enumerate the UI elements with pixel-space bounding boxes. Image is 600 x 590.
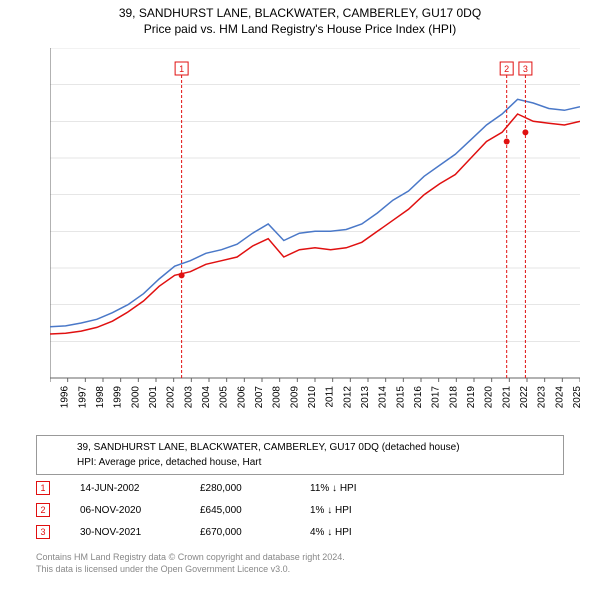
legend-item: HPI: Average price, detached house, Hart [43,455,557,470]
svg-text:2008: 2008 [272,386,283,409]
chart-container: { "title": "39, SANDHURST LANE, BLACKWAT… [0,0,600,590]
sale-diff: 4% ↓ HPI [310,527,410,538]
svg-text:2003: 2003 [183,386,194,409]
svg-text:2002: 2002 [166,386,177,409]
svg-text:2000: 2000 [130,386,141,409]
title-block: 39, SANDHURST LANE, BLACKWATER, CAMBERLE… [0,0,600,36]
legend: 39, SANDHURST LANE, BLACKWATER, CAMBERLE… [36,435,564,475]
sale-price: £670,000 [200,527,310,538]
svg-text:1997: 1997 [77,386,88,409]
sales-table: 1 14-JUN-2002 £280,000 11% ↓ HPI 2 06-NO… [36,477,410,543]
sale-price: £280,000 [200,483,310,494]
sale-date: 30-NOV-2021 [80,527,200,538]
sale-marker-number: 1 [40,483,45,493]
svg-text:2006: 2006 [236,386,247,409]
sale-marker-icon: 3 [36,525,50,539]
sale-row: 1 14-JUN-2002 £280,000 11% ↓ HPI [36,477,410,499]
svg-text:2013: 2013 [360,386,371,409]
sale-row: 3 30-NOV-2021 £670,000 4% ↓ HPI [36,521,410,543]
svg-text:3: 3 [523,64,528,74]
svg-text:2017: 2017 [431,386,442,409]
sale-date: 06-NOV-2020 [80,505,200,516]
svg-text:1995: 1995 [50,386,53,409]
sale-row: 2 06-NOV-2020 £645,000 1% ↓ HPI [36,499,410,521]
sale-diff: 1% ↓ HPI [310,505,410,516]
svg-text:2005: 2005 [219,386,230,409]
svg-text:2012: 2012 [342,386,353,409]
svg-text:2021: 2021 [501,386,512,409]
svg-text:2020: 2020 [484,386,495,409]
sale-marker-icon: 1 [36,481,50,495]
svg-text:1998: 1998 [95,386,106,409]
legend-item: 39, SANDHURST LANE, BLACKWATER, CAMBERLE… [43,440,557,455]
svg-text:2016: 2016 [413,386,424,409]
svg-text:2025: 2025 [572,386,580,409]
svg-text:1999: 1999 [113,386,124,409]
footer-line: This data is licensed under the Open Gov… [36,564,564,576]
chart-title: 39, SANDHURST LANE, BLACKWATER, CAMBERLE… [0,6,600,20]
sale-date: 14-JUN-2002 [80,483,200,494]
svg-text:2024: 2024 [554,386,565,409]
svg-text:2015: 2015 [395,386,406,409]
chart-svg: £0£100K£200K£300K£400K£500K£600K£700K£80… [50,48,580,438]
svg-text:2014: 2014 [378,386,389,409]
svg-text:2010: 2010 [307,386,318,409]
footer: Contains HM Land Registry data © Crown c… [36,552,564,575]
svg-text:2007: 2007 [254,386,265,409]
svg-text:2022: 2022 [519,386,530,409]
svg-text:1996: 1996 [60,386,71,409]
sale-marker-number: 2 [40,505,45,515]
svg-text:1: 1 [179,64,184,74]
svg-text:2019: 2019 [466,386,477,409]
svg-text:2023: 2023 [537,386,548,409]
svg-text:2001: 2001 [148,386,159,409]
svg-text:2004: 2004 [201,386,212,409]
svg-text:2018: 2018 [448,386,459,409]
chart-subtitle: Price paid vs. HM Land Registry's House … [0,22,600,36]
chart-plot: £0£100K£200K£300K£400K£500K£600K£700K£80… [50,48,580,408]
legend-label: HPI: Average price, detached house, Hart [77,455,261,470]
svg-text:2009: 2009 [289,386,300,409]
sale-diff: 11% ↓ HPI [310,483,410,494]
sale-price: £645,000 [200,505,310,516]
footer-line: Contains HM Land Registry data © Crown c… [36,552,564,564]
svg-text:2: 2 [504,64,509,74]
sale-marker-number: 3 [40,527,45,537]
legend-label: 39, SANDHURST LANE, BLACKWATER, CAMBERLE… [77,440,460,455]
sale-marker-icon: 2 [36,503,50,517]
svg-text:2011: 2011 [325,386,336,408]
